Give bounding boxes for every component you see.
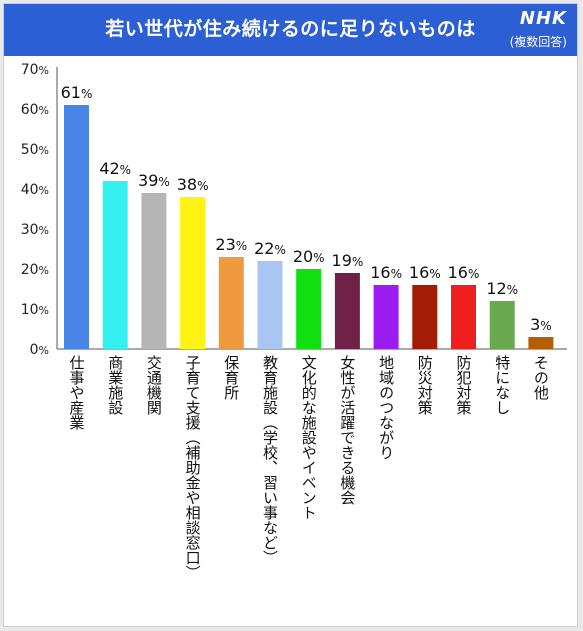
y-tick-label: 20% [21, 262, 49, 278]
x-category-label: 商業施設 [106, 355, 125, 415]
x-category-label: その他 [531, 355, 550, 400]
bar-value-label: 16% [409, 263, 441, 282]
bar-value-label: 23% [215, 235, 247, 254]
chart-card: 若い世代が住み続けるのに足りないものは NHK (複数回答) 0% 10% 20% 3… [3, 3, 578, 627]
y-tick-label: 10% [21, 302, 49, 318]
y-tick-label: 50% [21, 142, 49, 158]
x-category-label: 保育所 [222, 355, 241, 400]
bar-value-label: 22% [254, 239, 286, 258]
bar [334, 273, 360, 349]
y-tick-label: 30% [21, 222, 49, 238]
bar-value-label: 38% [177, 175, 209, 194]
bar [296, 269, 322, 349]
bar-value-label: 20% [293, 247, 325, 266]
y-tick-label: 40% [21, 182, 49, 198]
x-category-label: 仕事や産業 [67, 355, 86, 430]
bar-value-label: 12% [486, 279, 518, 298]
bar [451, 285, 476, 349]
bar [412, 285, 438, 349]
chart-header: 若い世代が住み続けるのに足りないものは NHK (複数回答) [4, 4, 577, 56]
bar [489, 301, 515, 349]
bar [141, 193, 167, 349]
chart-title: 若い世代が住み続けるのに足りないものは [105, 18, 476, 40]
x-category-label: 女性が活躍できる機会 [338, 355, 357, 505]
y-tick-label: 70% [21, 62, 49, 78]
multiple-answer-note: (複数回答) [509, 35, 567, 49]
x-category-label: 防災対策 [415, 355, 434, 415]
bar [64, 105, 89, 349]
bar [180, 197, 206, 349]
x-category-label: 特になし [493, 355, 512, 415]
x-category-label: 教育施設（学校、習い事など） [261, 355, 279, 565]
x-category-label: 文化的な施設やイベント [299, 355, 318, 520]
bar-value-label: 16% [448, 263, 480, 282]
bar-value-label: 61% [61, 83, 93, 102]
x-category-label: 地域のつながり [377, 355, 396, 460]
bar [373, 285, 399, 349]
bar-value-label: 39% [138, 171, 170, 190]
bar [528, 337, 554, 349]
y-tick-label: 0% [30, 342, 49, 358]
bar [257, 261, 283, 349]
bar-chart: 0% 10% 20% 30% 40% 50% 60% 70% 61% 42% 39% 38% 23% 22… [21, 62, 567, 358]
bar-value-label: 42% [99, 159, 131, 178]
bar [102, 181, 128, 349]
x-category-label: 子育て支援（補助金や相談窓口） [183, 355, 202, 580]
x-category-label: 交通機関 [144, 355, 163, 415]
y-tick-label: 60% [21, 102, 49, 118]
bar-value-label: 16% [370, 263, 402, 282]
nhk-logo: NHK [519, 8, 567, 29]
bar-value-label: 19% [332, 251, 364, 270]
x-category-label: 防犯対策 [454, 355, 473, 415]
bar [218, 257, 244, 349]
bar-value-label: 3% [530, 315, 552, 334]
